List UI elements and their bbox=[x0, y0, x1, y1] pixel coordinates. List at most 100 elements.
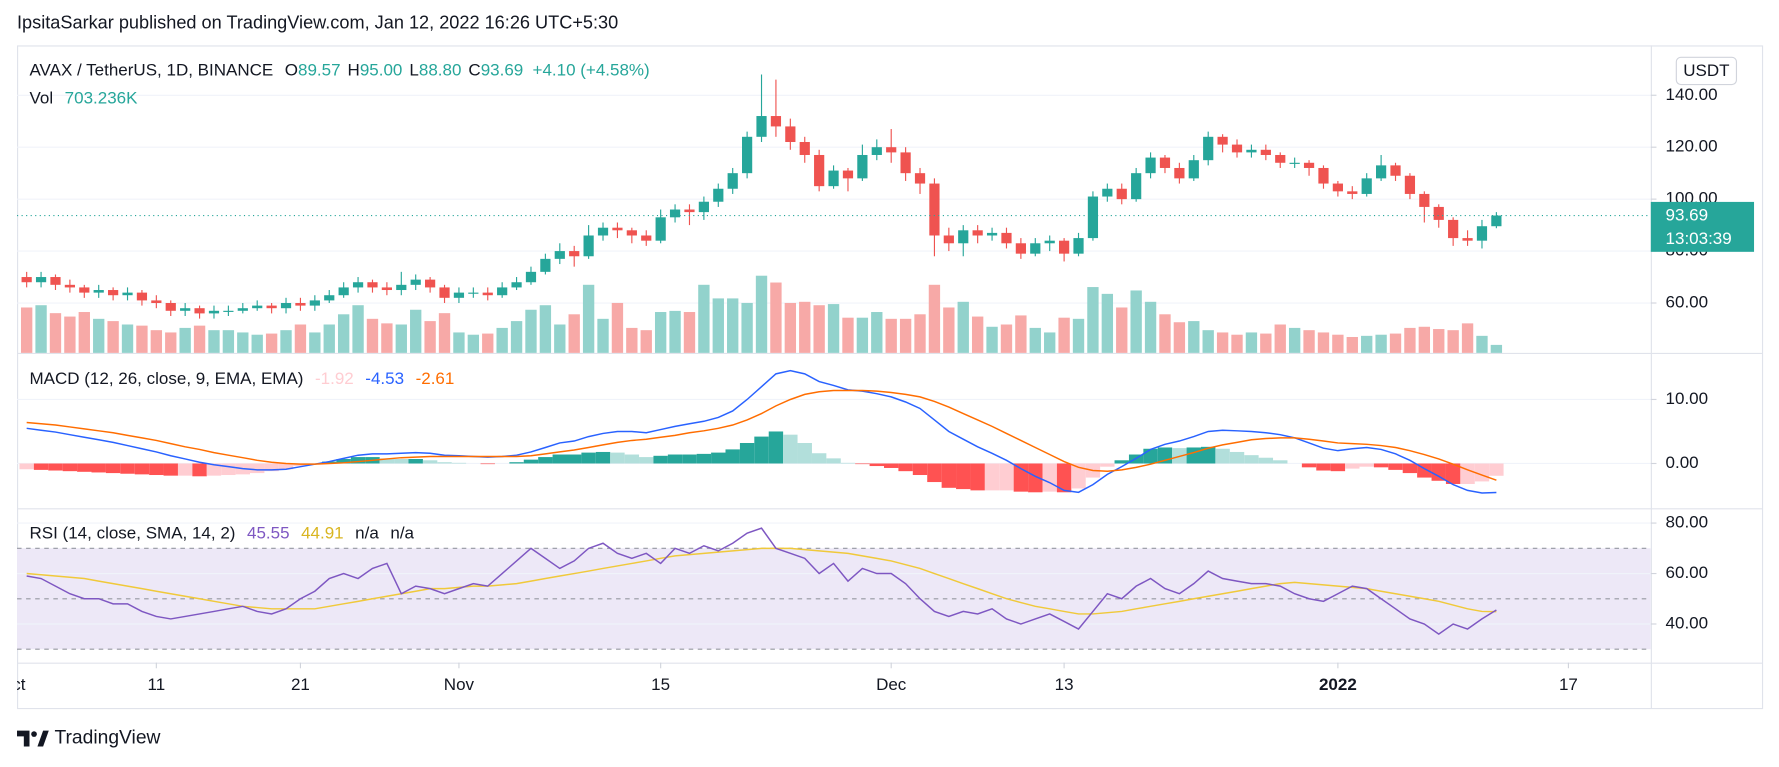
volume-bar bbox=[64, 316, 76, 353]
histogram-bar bbox=[581, 452, 596, 464]
volume-bar bbox=[1461, 323, 1474, 353]
symbol-name: AVAX / TetherUS, 1D, BINANCE bbox=[29, 60, 273, 79]
histogram-bar bbox=[1229, 451, 1245, 464]
candle-body bbox=[1102, 188, 1113, 197]
candle-body bbox=[1347, 191, 1358, 194]
volume-bar bbox=[107, 321, 119, 353]
y-tick-label: 80.00 bbox=[1666, 513, 1709, 532]
histogram-bar bbox=[1301, 463, 1317, 468]
histogram-bar bbox=[1056, 463, 1072, 493]
histogram-bar bbox=[811, 453, 827, 464]
candle-body bbox=[525, 271, 537, 283]
last-price-box bbox=[1650, 201, 1755, 252]
hist-value: -1.92 bbox=[315, 368, 354, 387]
candle-body bbox=[1188, 160, 1199, 179]
x-tick-label: 13 bbox=[1055, 675, 1074, 694]
volume-bar bbox=[943, 307, 955, 353]
volume-bar bbox=[626, 327, 638, 353]
candle-body bbox=[1203, 136, 1214, 161]
histogram-bar bbox=[149, 463, 164, 476]
currency-box[interactable] bbox=[1675, 56, 1738, 86]
volume-bar bbox=[1015, 315, 1027, 353]
histogram-bar bbox=[783, 434, 798, 464]
histogram-bar bbox=[437, 462, 452, 464]
volume-bar bbox=[309, 332, 321, 353]
volume-bar bbox=[885, 318, 897, 353]
candle-body bbox=[1491, 215, 1502, 227]
histogram-bar bbox=[105, 463, 121, 474]
histogram-bar bbox=[538, 457, 553, 464]
volume-bar bbox=[1375, 334, 1387, 353]
legend-rsi: RSI (14, close, SMA, 14, 2) 45.55 44.91 … bbox=[29, 523, 414, 542]
volume-bar bbox=[121, 324, 134, 353]
volume-bar bbox=[914, 314, 926, 353]
rsi-line bbox=[26, 527, 1497, 636]
histogram-bar bbox=[883, 463, 899, 468]
candle-body bbox=[1087, 196, 1099, 239]
macd-line bbox=[26, 369, 1497, 494]
candle-body bbox=[352, 282, 364, 288]
volume-bar bbox=[1404, 327, 1416, 353]
histogram-bar bbox=[696, 453, 712, 464]
candle-body bbox=[1174, 167, 1185, 179]
candle-body bbox=[727, 173, 738, 189]
y-tick-label: 60.00 bbox=[1666, 293, 1709, 312]
y-tick-label: 140.00 bbox=[1666, 85, 1718, 104]
histogram-bar bbox=[509, 462, 524, 464]
candle-body bbox=[280, 303, 292, 309]
volume-bar bbox=[165, 332, 177, 353]
volume-bar bbox=[712, 298, 724, 353]
histogram-bar bbox=[350, 457, 366, 464]
histogram-bar bbox=[120, 463, 135, 474]
macd-title: MACD (12, 26, close, 9, EMA, EMA) bbox=[29, 368, 303, 387]
candle-body bbox=[1390, 165, 1401, 176]
candle-body bbox=[266, 305, 277, 309]
histogram-bar bbox=[1489, 463, 1504, 476]
ohlc-key: C bbox=[468, 60, 480, 79]
histogram-bar bbox=[898, 463, 913, 472]
candle-body bbox=[1303, 162, 1315, 168]
candle-body bbox=[814, 154, 825, 187]
volume-bar bbox=[381, 323, 393, 353]
volume-label: Vol bbox=[29, 88, 53, 107]
volume-bar bbox=[1072, 318, 1085, 353]
volume-bar bbox=[1231, 334, 1243, 353]
x-tick-label: Nov bbox=[444, 675, 475, 694]
ohlc-value: 89.57 bbox=[298, 60, 341, 79]
volume-bar bbox=[856, 317, 869, 353]
histogram-bar bbox=[1071, 463, 1086, 489]
volume-bar bbox=[49, 313, 62, 353]
volume-bar bbox=[669, 310, 681, 353]
candle-body bbox=[108, 290, 119, 296]
na: n/a bbox=[355, 523, 379, 542]
histogram-bar bbox=[739, 442, 755, 464]
candle-body bbox=[165, 303, 176, 311]
histogram-bar bbox=[48, 463, 63, 471]
histogram-bar bbox=[1028, 463, 1043, 493]
volume-bar bbox=[1490, 344, 1503, 353]
candle-body bbox=[929, 183, 940, 236]
candle-body bbox=[842, 170, 854, 179]
volume-bar bbox=[438, 313, 451, 353]
histogram-bar bbox=[639, 457, 654, 464]
na: n/a bbox=[390, 523, 414, 542]
candle-body bbox=[958, 230, 969, 244]
x-tick-label: 11 bbox=[148, 675, 166, 694]
volume-bar bbox=[1317, 332, 1330, 353]
x-tick-label: 17 bbox=[1559, 675, 1578, 694]
currency[interactable]: USDT bbox=[1683, 61, 1729, 80]
candle-body bbox=[1059, 240, 1070, 254]
volume-bar bbox=[1476, 335, 1488, 353]
histogram-bar bbox=[221, 463, 236, 476]
volume-bar bbox=[813, 305, 825, 353]
histogram-bar bbox=[653, 455, 668, 464]
candle-body bbox=[1044, 240, 1055, 244]
candle-body bbox=[1015, 243, 1026, 254]
histogram-bar bbox=[1186, 447, 1201, 464]
candle-body bbox=[497, 287, 508, 296]
histogram-bar bbox=[682, 454, 697, 464]
candle-body bbox=[684, 209, 695, 213]
change: +4.10 (+4.58%) bbox=[533, 60, 650, 79]
legend-macd: MACD (12, 26, close, 9, EMA, EMA) -1.92 … bbox=[29, 368, 454, 387]
footer-logo bbox=[17, 730, 49, 747]
